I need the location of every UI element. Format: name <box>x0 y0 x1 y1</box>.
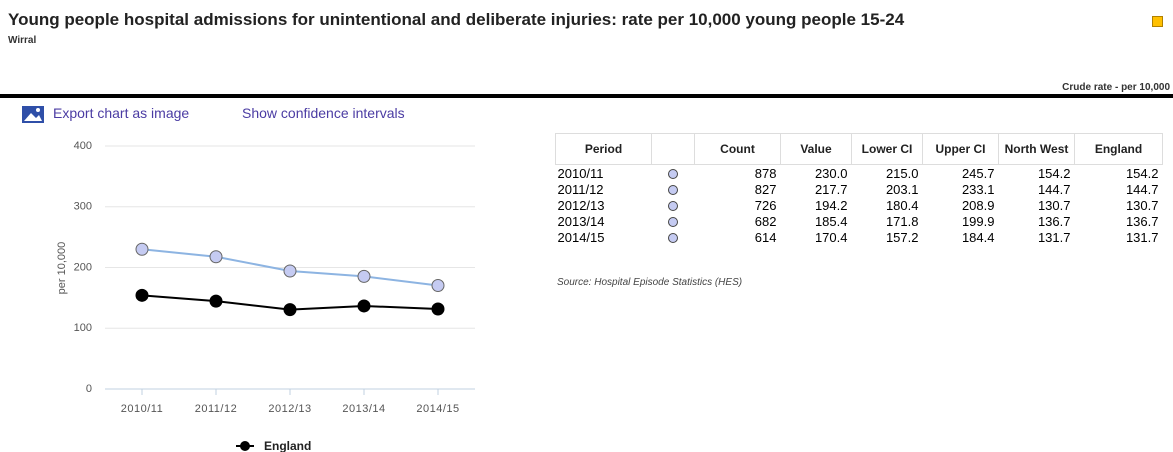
data-table: Period Count Value Lower CI Upper CI North We… <box>555 133 1163 245</box>
marker <box>668 169 678 180</box>
unit-label: Crude rate - per 10,000 <box>1062 82 1170 93</box>
y-axis-label: per 10,000 <box>56 242 68 295</box>
rule <box>0 94 1173 98</box>
cell: 154.2 <box>1125 165 1159 181</box>
title: Young people hospital admissions for uni… <box>8 10 905 29</box>
x-tick-label: 2013/14 <box>342 403 385 415</box>
cell: 154.2 <box>1037 165 1071 181</box>
cell: 185.4 <box>814 213 848 229</box>
row: 2014/15 614 170.4 157.2 184.4 131.7 131.7 <box>556 229 1163 245</box>
row: 2011/12 827 217.7 203.1 233.1 144.7 144.7 <box>556 181 1163 197</box>
x-tick-label: 2011/12 <box>195 403 237 415</box>
cell: 726 <box>754 197 777 213</box>
legend-marker <box>240 441 250 451</box>
header-cell: England <box>1074 133 1163 165</box>
cell: 233.1 <box>961 181 995 197</box>
header-cell: Lower CI <box>851 133 923 165</box>
cell: 217.7 <box>814 181 848 197</box>
cell: 199.9 <box>961 213 995 229</box>
cell: 245.7 <box>961 165 995 181</box>
point <box>431 302 445 316</box>
source: Source: Hospital Episode Statistics (HES… <box>557 277 743 288</box>
chart: per 10,000 0 100 200 300 400 2010/11 2011/12 20… <box>22 106 475 452</box>
subtitle: Wirral <box>8 35 37 46</box>
cell: 230.0 <box>814 165 848 181</box>
export-link[interactable]: Export chart as image <box>53 105 190 121</box>
legend-square[interactable] <box>1152 16 1163 27</box>
cell: 215.0 <box>885 165 919 181</box>
y-tick-label: 100 <box>74 322 92 334</box>
cell: 878 <box>754 165 777 181</box>
cell: 171.8 <box>885 213 919 229</box>
y-tick-label: 300 <box>74 201 92 213</box>
cell: 2010/11 <box>557 165 604 181</box>
cell: 614 <box>754 229 777 245</box>
cell: 2011/12 <box>557 181 604 197</box>
header-cell: Upper CI <box>922 133 999 165</box>
x-tick-label: 2012/13 <box>268 403 311 415</box>
marker-cell <box>652 165 695 182</box>
cell: 203.1 <box>885 181 919 197</box>
marker <box>668 201 678 212</box>
marker <box>668 217 678 228</box>
cell: 136.7 <box>1125 213 1159 229</box>
cell: 2014/15 <box>557 229 605 245</box>
cell: 131.7 <box>1125 229 1159 245</box>
x-tick-label: 2014/15 <box>416 403 459 415</box>
cell: 144.7 <box>1037 181 1071 197</box>
header-cell <box>651 133 695 165</box>
cell: 180.4 <box>885 197 919 213</box>
cell: 130.7 <box>1037 197 1071 213</box>
marker-cell <box>652 213 695 229</box>
point <box>357 299 371 313</box>
marker-cell <box>652 181 695 197</box>
point <box>283 303 297 317</box>
cell: 194.2 <box>814 197 848 213</box>
point <box>357 269 371 283</box>
cell: 131.7 <box>1037 229 1071 245</box>
point <box>431 278 445 292</box>
header-row: Period Count Value Lower CI Upper CI North We… <box>555 133 1163 165</box>
y-tick-label: 0 <box>86 383 92 395</box>
point <box>283 264 297 278</box>
header-cell: North West <box>998 133 1075 165</box>
marker <box>668 233 678 244</box>
header-cell: Period <box>555 133 652 165</box>
cell: 130.7 <box>1125 197 1159 213</box>
cell: 157.2 <box>885 229 919 245</box>
row: 2013/14 682 185.4 171.8 199.9 136.7 136.7 <box>556 213 1163 229</box>
y-tick-label: 400 <box>74 140 92 152</box>
point <box>135 242 149 256</box>
cell: 2013/14 <box>557 213 605 229</box>
point <box>135 288 149 302</box>
y-tick-label: 200 <box>74 261 92 273</box>
cell: 170.4 <box>814 229 848 245</box>
legend-label: England <box>264 439 311 452</box>
cell: 2012/13 <box>557 197 605 213</box>
marker-cell <box>652 229 695 245</box>
point <box>209 250 223 264</box>
header-cell: Count <box>694 133 781 165</box>
cell: 184.4 <box>961 229 995 245</box>
marker <box>668 185 678 196</box>
row: 2010/11 878 230.0 215.0 245.7 154.2 154.2 <box>556 165 1163 182</box>
cell: 827 <box>754 181 777 197</box>
header-cell: Value <box>780 133 852 165</box>
cell: 144.7 <box>1125 181 1159 197</box>
export-icon[interactable] <box>22 106 44 123</box>
marker-cell <box>652 197 695 213</box>
ci-link[interactable]: Show confidence intervals <box>242 105 405 121</box>
point <box>209 294 223 308</box>
cell: 136.7 <box>1037 213 1071 229</box>
cell: 208.9 <box>961 197 995 213</box>
row: 2012/13 726 194.2 180.4 208.9 130.7 130.7 <box>556 197 1163 213</box>
x-tick-label: 2010/11 <box>121 403 163 415</box>
cell: 682 <box>754 213 777 229</box>
